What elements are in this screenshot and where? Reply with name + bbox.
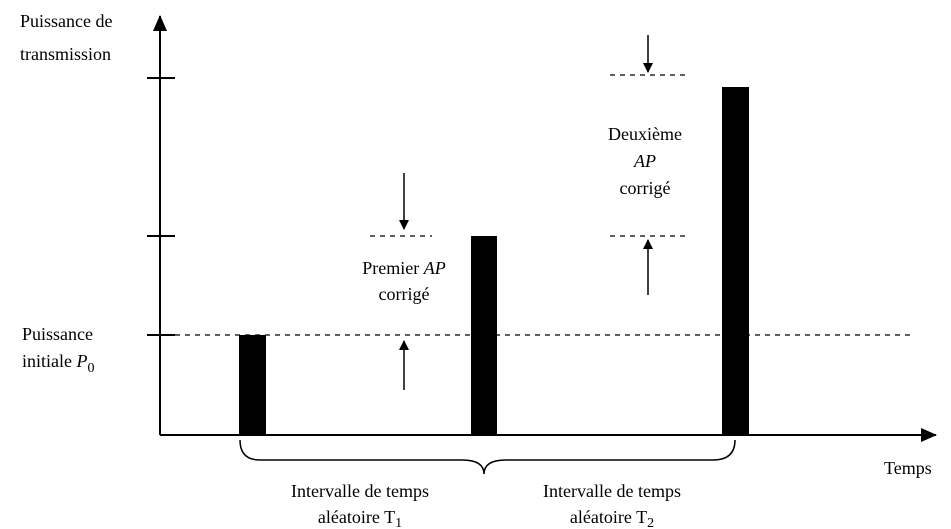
interval-label: Intervalle de temps: [543, 481, 681, 501]
y-axis-label: Puissance de: [20, 11, 112, 31]
x-axis-label: Temps: [884, 458, 932, 478]
second-correction-label: AP: [633, 151, 656, 171]
symbol: P: [75, 351, 87, 371]
symbol: T: [384, 507, 395, 527]
label-text: Premier: [362, 258, 419, 278]
subscript: 0: [87, 361, 94, 376]
second-correction-label: Deuxième: [608, 124, 682, 144]
pulse: [239, 335, 266, 435]
y-axis-label: transmission: [20, 44, 111, 64]
first-correction-label: corrigé: [379, 284, 430, 304]
label-text: aléatoire: [570, 507, 632, 527]
symbol: AP: [423, 258, 446, 278]
pulse: [722, 87, 749, 435]
first-correction-label: Premier AP: [362, 258, 445, 278]
interval-label: aléatoire T1: [318, 507, 402, 529]
subscript: 1: [395, 516, 402, 529]
initial-label: initiale P0: [22, 351, 94, 376]
label-text: initiale: [22, 351, 72, 371]
second-correction-label: corrigé: [620, 178, 671, 198]
symbol: T: [636, 507, 647, 527]
subscript: 2: [647, 516, 654, 529]
initial-label: Puissance: [22, 324, 93, 344]
brace: [239, 439, 736, 475]
interval-label: aléatoire T2: [570, 507, 654, 529]
label-text: aléatoire: [318, 507, 380, 527]
pulse: [471, 236, 497, 435]
interval-label: Intervalle de temps: [291, 481, 429, 501]
